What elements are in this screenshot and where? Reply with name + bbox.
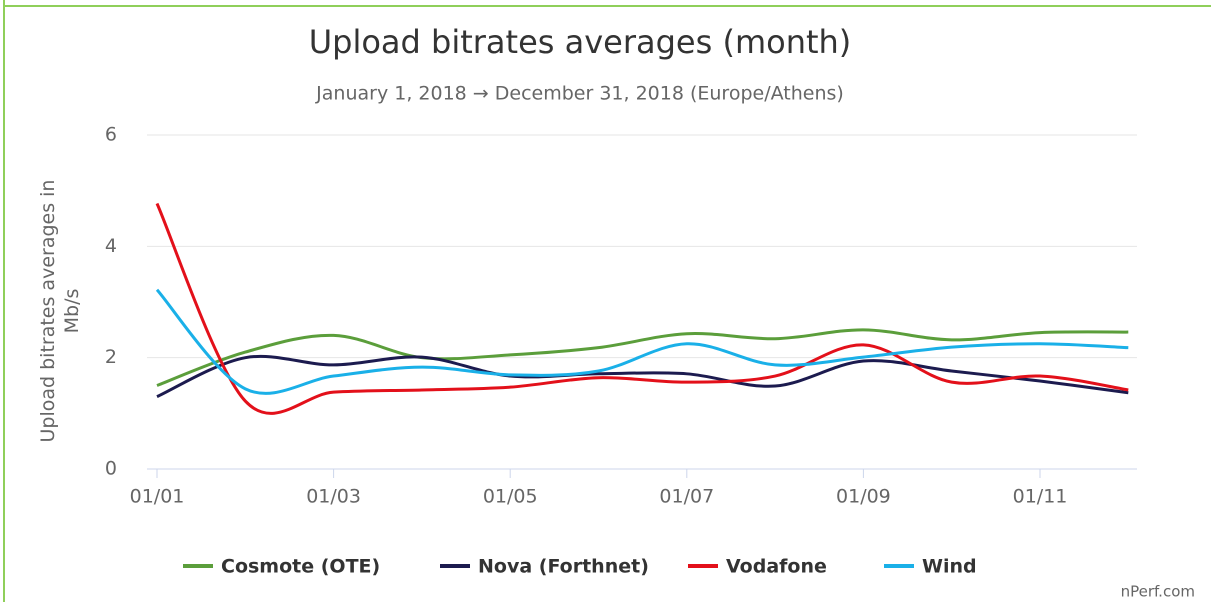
series-line	[155, 288, 1129, 395]
legend-label: Nova (Forthnet)	[478, 556, 649, 578]
y-tick-label: 4	[105, 235, 117, 257]
legend-label: Vodafone	[726, 556, 827, 578]
series-line	[156, 354, 1129, 399]
x-tick-label: 01/03	[306, 486, 361, 508]
legend-label: Wind	[922, 556, 977, 578]
credit: nPerf.com	[1121, 583, 1195, 601]
chart-subtitle: January 1, 2018 → December 31, 2018 (Eur…	[315, 83, 844, 105]
y-tick-label: 6	[105, 124, 117, 146]
chart-title: Upload bitrates averages (month)	[309, 23, 852, 61]
y-tick-label: 0	[105, 458, 117, 480]
series-line	[156, 328, 1129, 387]
series-line	[155, 202, 1129, 415]
x-tick-label: 01/09	[836, 486, 891, 508]
y-axis-label: Upload bitrates averages in Mb/s	[37, 179, 83, 443]
x-tick-label: 01/07	[659, 486, 714, 508]
x-tick-label: 01/01	[130, 486, 185, 508]
x-tick-label: 01/05	[483, 486, 538, 508]
legend-label: Cosmote (OTE)	[221, 556, 380, 578]
y-tick-label: 2	[105, 346, 117, 368]
x-tick-label: 01/11	[1013, 486, 1068, 508]
